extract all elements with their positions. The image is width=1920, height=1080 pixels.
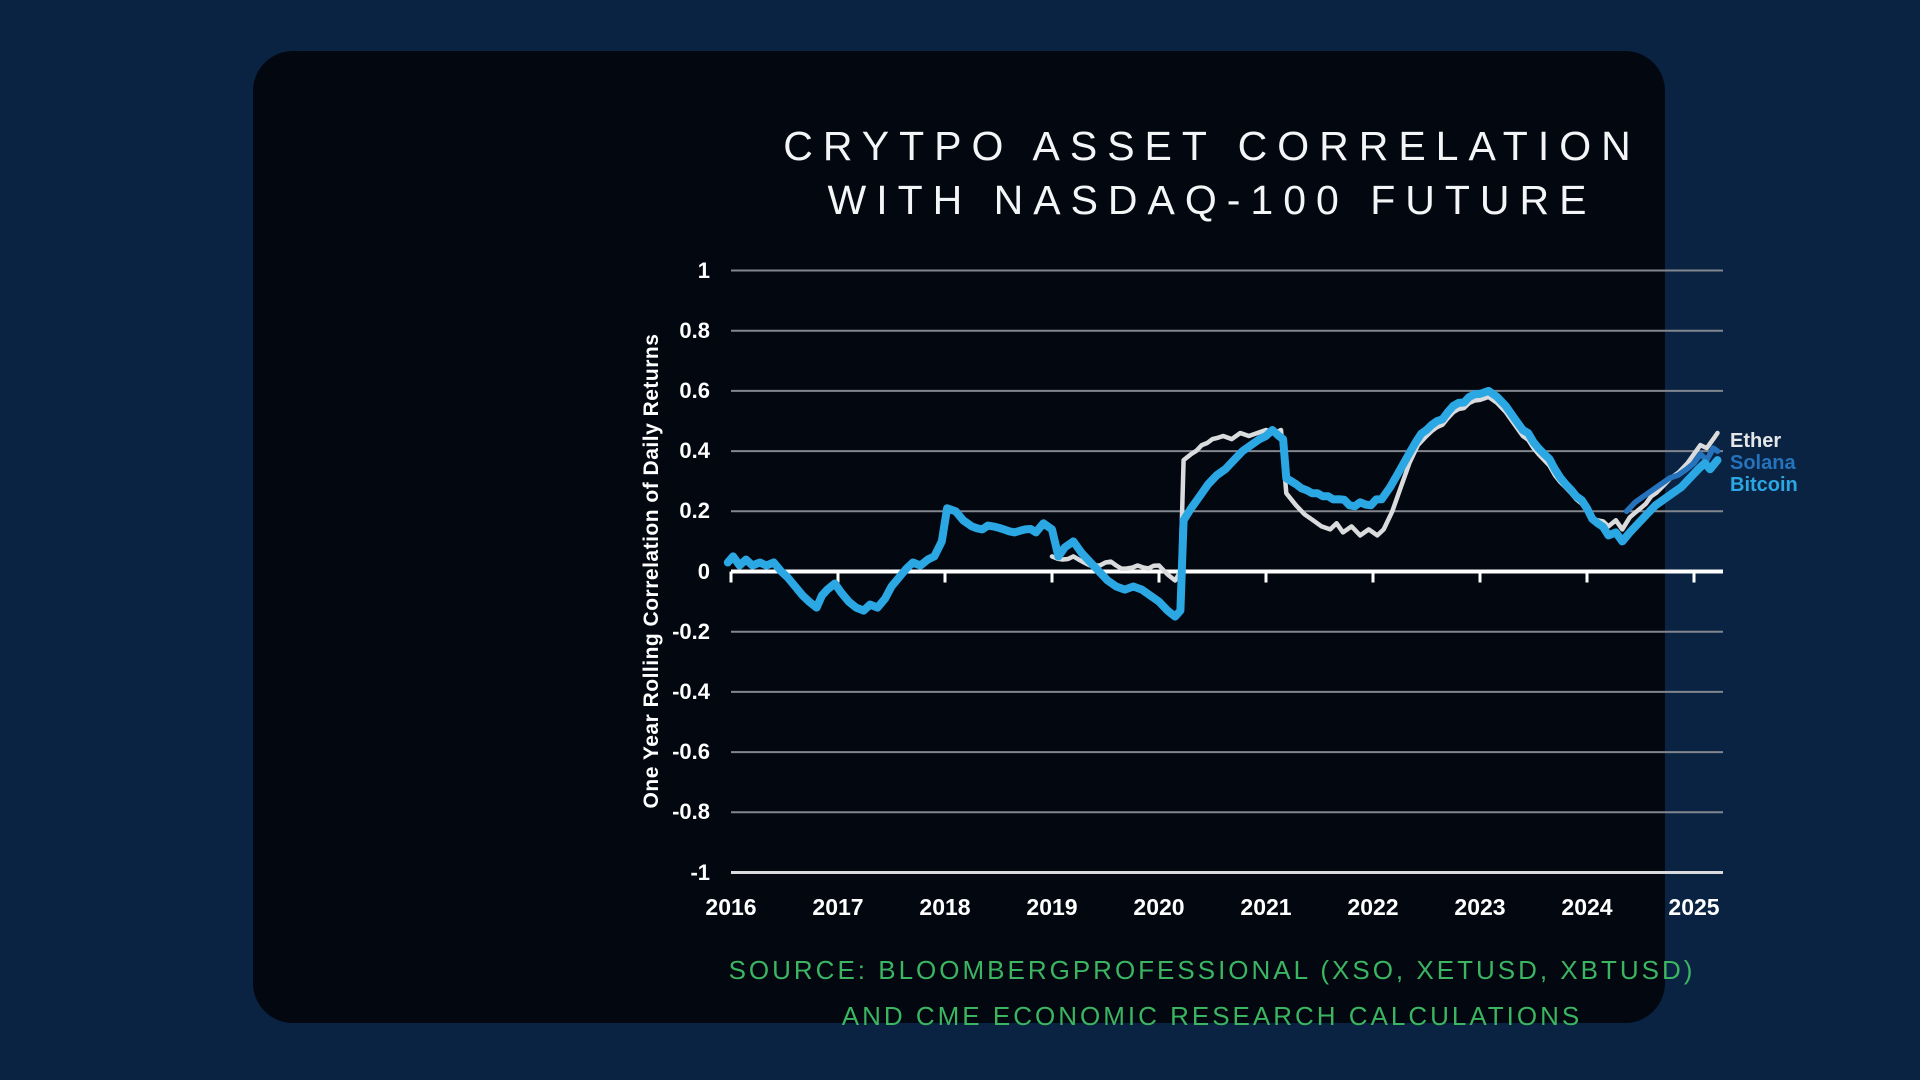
y-tick-label: 0.6 (679, 377, 710, 403)
solana-line (1623, 445, 1721, 515)
x-tick-label: 2017 (812, 894, 864, 920)
x-tick-label: 2019 (1026, 894, 1078, 920)
source-note-line1: SOURCE: BLOOMBERGPROFESSIONAL (XSO, XETU… (728, 955, 1696, 985)
chart-title-line2: WITH NASDAQ-100 FUTURE (827, 177, 1597, 223)
x-tick-label: 2025 (1668, 894, 1720, 920)
x-tick-label: 2020 (1133, 894, 1185, 920)
bitcoin-line (723, 386, 1722, 621)
y-tick-label: -0.2 (672, 618, 710, 644)
y-tick-label: 0 (697, 558, 710, 584)
chart-legend: Ether Solana Bitcoin (1730, 430, 1798, 496)
source-note: SOURCE: BLOOMBERGPROFESSIONAL (XSO, XETU… (506, 947, 1918, 1039)
x-tick-label: 2022 (1347, 894, 1399, 920)
correlation-line-chart (723, 269, 1723, 874)
y-tick-label: -0.8 (672, 799, 710, 825)
chart-card: CRYTPO ASSET CORRELATION WITH NASDAQ-100… (253, 51, 1798, 1031)
x-tick-label: 2023 (1454, 894, 1506, 920)
x-tick-label: 2021 (1240, 894, 1292, 920)
x-tick-label: 2018 (919, 894, 971, 920)
legend-label-solana: Solana (1730, 452, 1796, 474)
legend-label-ether: Ether (1730, 430, 1782, 452)
chart-title: CRYTPO ASSET CORRELATION WITH NASDAQ-100… (506, 119, 1918, 227)
y-tick-label: 0.4 (679, 438, 710, 464)
y-tick-label: -0.6 (672, 739, 710, 765)
y-tick-label: 0.2 (679, 498, 710, 524)
y-tick-label: -0.4 (672, 678, 710, 704)
y-tick-label: -1 (690, 859, 710, 885)
legend-label-bitcoin: Bitcoin (1730, 474, 1798, 496)
ether-line (1049, 394, 1720, 583)
chart-title-line1: CRYTPO ASSET CORRELATION (783, 123, 1641, 169)
y-tick-label: 1 (697, 257, 710, 283)
y-tick-label: 0.8 (679, 317, 710, 343)
source-note-line2: AND CME ECONOMIC RESEARCH CALCULATIONS (841, 1001, 1583, 1031)
x-tick-label: 2024 (1561, 894, 1613, 920)
x-tick-label: 2016 (705, 894, 757, 920)
